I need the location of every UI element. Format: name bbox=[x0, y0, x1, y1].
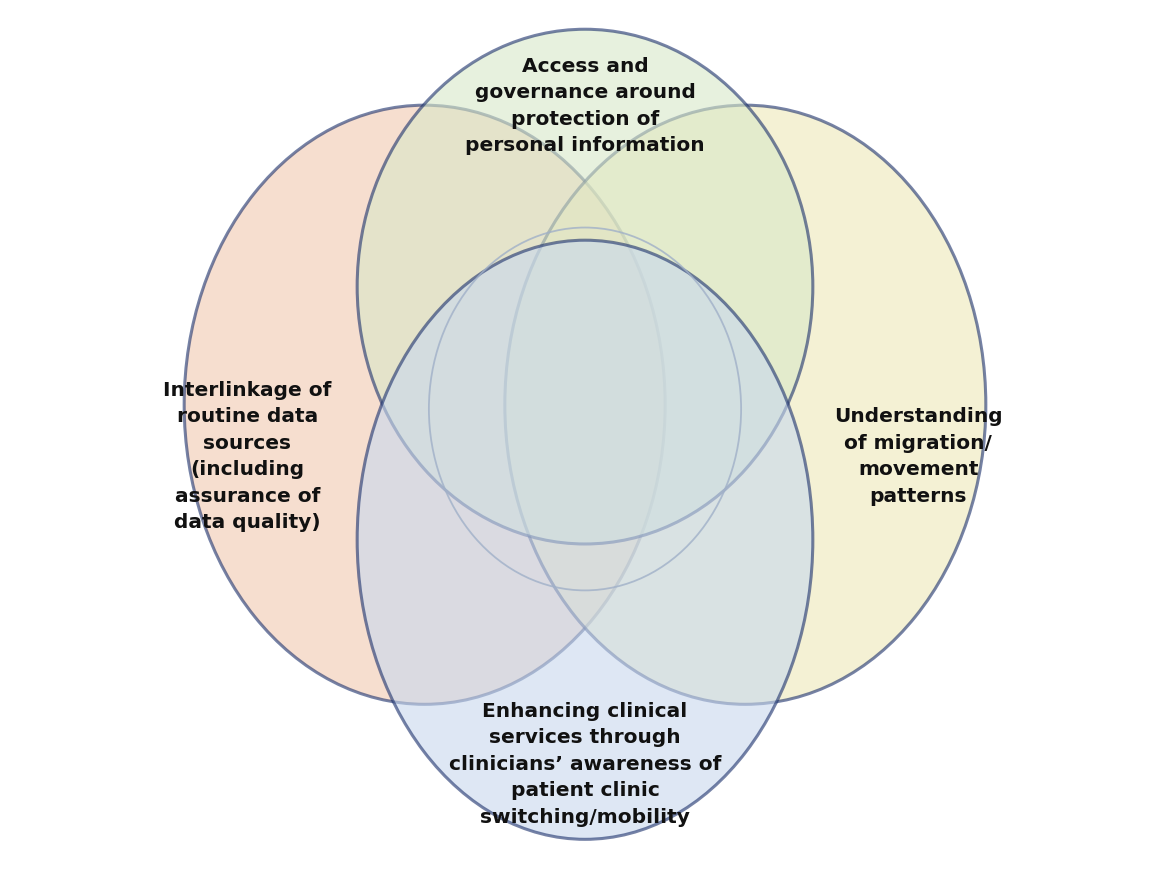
Ellipse shape bbox=[504, 106, 986, 704]
Text: Understanding
of migration/
movement
patterns: Understanding of migration/ movement pat… bbox=[834, 407, 1003, 505]
Ellipse shape bbox=[357, 241, 813, 839]
Ellipse shape bbox=[357, 30, 813, 544]
Text: Interlinkage of
routine data
sources
(including
assurance of
data quality): Interlinkage of routine data sources (in… bbox=[164, 380, 331, 531]
Text: Access and
governance around
protection of
personal information: Access and governance around protection … bbox=[466, 57, 704, 155]
Text: Enhancing clinical
services through
clinicians’ awareness of
patient clinic
swit: Enhancing clinical services through clin… bbox=[449, 701, 721, 826]
Ellipse shape bbox=[184, 106, 666, 704]
